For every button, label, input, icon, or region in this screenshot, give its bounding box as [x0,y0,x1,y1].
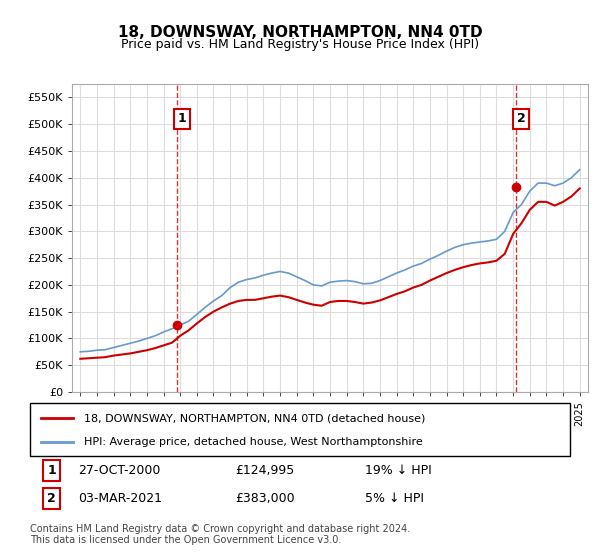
Text: 1: 1 [178,113,187,125]
Text: 2: 2 [47,492,56,505]
FancyBboxPatch shape [30,403,570,456]
Text: 18, DOWNSWAY, NORTHAMPTON, NN4 0TD (detached house): 18, DOWNSWAY, NORTHAMPTON, NN4 0TD (deta… [84,413,425,423]
Text: £383,000: £383,000 [235,492,295,505]
Text: £124,995: £124,995 [235,464,295,477]
Text: 1: 1 [47,464,56,477]
Text: Price paid vs. HM Land Registry's House Price Index (HPI): Price paid vs. HM Land Registry's House … [121,38,479,51]
Text: 2: 2 [517,113,525,125]
Text: HPI: Average price, detached house, West Northamptonshire: HPI: Average price, detached house, West… [84,436,423,446]
Text: 18, DOWNSWAY, NORTHAMPTON, NN4 0TD: 18, DOWNSWAY, NORTHAMPTON, NN4 0TD [118,25,482,40]
Text: 03-MAR-2021: 03-MAR-2021 [79,492,163,505]
Text: 5% ↓ HPI: 5% ↓ HPI [365,492,424,505]
Text: 19% ↓ HPI: 19% ↓ HPI [365,464,431,477]
Text: Contains HM Land Registry data © Crown copyright and database right 2024.
This d: Contains HM Land Registry data © Crown c… [30,524,410,545]
Text: 27-OCT-2000: 27-OCT-2000 [79,464,161,477]
